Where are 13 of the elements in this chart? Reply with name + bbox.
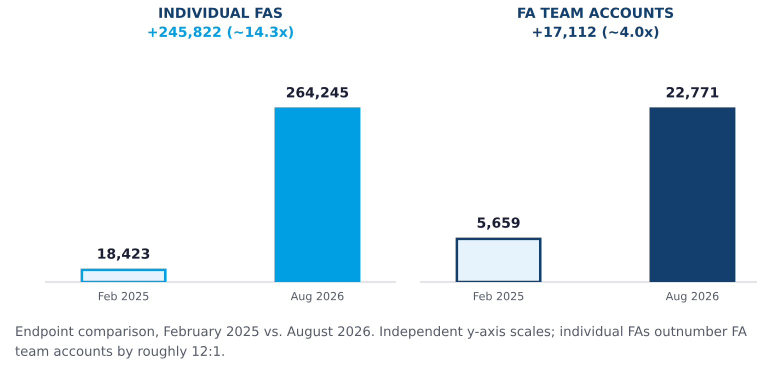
x-tick-label: Aug 2026 [666, 292, 718, 302]
chart-subtitle: +245,822 (~14.3x) [148, 26, 293, 39]
data-label: 18,423 [98, 248, 150, 261]
x-tick-label: Feb 2025 [474, 292, 524, 300]
chart-subtitle: +17,112 (~4.0x) [532, 26, 658, 39]
data-label: 264,245 [286, 87, 348, 100]
data-label: 5,659 [478, 217, 520, 230]
x-tick-label: Feb 2025 [98, 292, 148, 300]
chart-title: FA TEAM ACCOUNTS [518, 8, 674, 18]
data-label: 22,771 [666, 87, 718, 100]
x-tick-label: Aug 2026 [290, 292, 344, 302]
chart-title: INDIVIDUAL FAS [159, 8, 282, 18]
text: Endpoint comparison, February 2025 vs. August 2026. Independent y-axis scales; individual FAs outnumber FA team accounts by roughly 12:1. [15, 326, 747, 359]
